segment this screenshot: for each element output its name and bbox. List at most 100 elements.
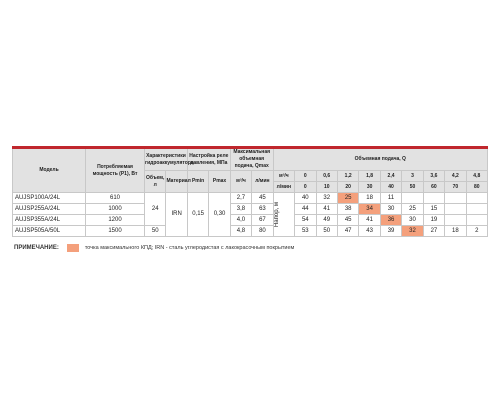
empty-cell	[401, 192, 424, 204]
volume: 50	[143, 225, 167, 237]
qmax-lmin: 80	[251, 225, 274, 237]
qmax-m3: 3,8	[229, 203, 253, 215]
flow-lmin: 40	[379, 181, 403, 193]
model: AUJSP255A/24L	[12, 203, 86, 215]
header-cell: Pmax	[208, 170, 231, 193]
flow-m3: 4,2	[444, 170, 467, 182]
flow-m3: 3,6	[422, 170, 446, 182]
flow-m3: 2,4	[379, 170, 403, 182]
pmin: 0,15	[186, 192, 210, 237]
empty-cell	[465, 192, 489, 204]
flow-m3: 1,8	[358, 170, 381, 182]
header-cell: Модель	[12, 147, 86, 193]
power: 1500	[85, 225, 145, 237]
flow-lmin: 30	[358, 181, 381, 193]
flow-m3: 3	[401, 170, 424, 182]
table-row: л/мин 0 10 20 30 40 50 60 70 80	[13, 181, 489, 193]
qmax-m3: 4,0	[229, 214, 253, 226]
model: AUJSP355A/24L	[12, 214, 86, 226]
head-value: 34	[358, 203, 381, 215]
head-value: 18	[358, 192, 381, 204]
table-row: Модель Потребляемая мощность (P1), Вт Хара…	[12, 147, 489, 193]
head-value: 40	[294, 192, 317, 204]
header-cell: м³/ч	[229, 170, 253, 193]
power: 1200	[85, 214, 145, 226]
table-row: AUJSP100A/24L 610 24 IRN 0,15 0,30 2,7 45 Напор,…	[12, 192, 489, 237]
head-value: 32	[401, 225, 424, 237]
pmax: 0,30	[208, 192, 231, 237]
flow-lmin: 10	[315, 181, 338, 193]
head-value: 41	[358, 214, 381, 226]
header-cell: Объем, л	[143, 170, 167, 193]
head-value: 49	[315, 214, 338, 226]
head-value: 19	[422, 214, 446, 226]
head-value: 43	[358, 225, 381, 237]
head-value: 27	[422, 225, 446, 237]
head-value: 54	[294, 214, 317, 226]
head-value: 36	[379, 214, 403, 226]
head-value: 45	[336, 214, 360, 226]
volume: 24	[143, 192, 167, 226]
head-value: 15	[422, 203, 446, 215]
material: IRN	[165, 192, 188, 237]
head-value: 25	[336, 192, 360, 204]
head-label-cell: Напор, м	[272, 192, 296, 237]
table-row: AUJSP505A/50L 1500 50 4,8 80 53 50 47 43 39 32 27 18…	[12, 225, 489, 237]
head-value: 50	[315, 225, 338, 237]
head-value: 32	[315, 192, 338, 204]
head-value: 41	[315, 203, 338, 215]
flow-lmin: 70	[444, 181, 467, 193]
flow-m3: 0	[294, 170, 317, 182]
flow-lmin: 80	[465, 181, 489, 193]
empty-cell	[444, 214, 467, 226]
qmax-m3: 4,8	[229, 225, 253, 237]
empty-cell	[465, 214, 489, 226]
table-row: AUJSP255A/24L 1000 3,8 63 44 41 38 34 30 25 15	[12, 203, 489, 215]
qmax-lmin: 67	[251, 214, 274, 226]
qmax-lmin: 45	[251, 192, 274, 204]
header-cell: Потребляемая мощность (P1), Вт	[85, 147, 145, 193]
empty-cell	[422, 192, 446, 204]
empty-cell	[444, 203, 467, 215]
model: AUJSP100A/24L	[12, 192, 86, 204]
table-row: AUJSP355A/24L 1200 4,0 67 54 49 45 41 36 30 19	[12, 214, 489, 226]
header-cell: Материал	[165, 170, 191, 193]
header-cell: л/мин	[251, 170, 274, 193]
flow-lmin: 0	[294, 181, 317, 193]
flow-m3: 4,8	[465, 170, 489, 182]
model: AUJSP505A/50L	[12, 225, 86, 237]
flow-m3: 1,2	[336, 170, 360, 182]
note: ПРИМЕЧАНИЕ: точка максимального КПД; IRN…	[14, 244, 294, 252]
flow-lmin: 50	[401, 181, 424, 193]
flow-lmin: 20	[336, 181, 360, 193]
header-cell: л/мин	[272, 181, 296, 193]
head-value: 39	[379, 225, 403, 237]
empty-cell	[465, 203, 489, 215]
header-cell: м³/ч	[272, 170, 296, 182]
qmax-lmin: 63	[251, 203, 274, 215]
power: 1000	[85, 203, 145, 215]
head-value: 2	[465, 225, 489, 237]
head-value: 53	[294, 225, 317, 237]
head-value: 25	[401, 203, 424, 215]
header-cell: Максимальная объемная подача, Qmax	[229, 147, 274, 171]
head-value: 44	[294, 203, 317, 215]
header-cell: Настройка реле давления, МПа	[186, 147, 231, 171]
note-text: точка максимального КПД; IRN - сталь угл…	[84, 245, 295, 251]
spec-table: Модель Потребляемая мощность (P1), Вт Хара…	[12, 146, 489, 237]
head-value: 30	[401, 214, 424, 226]
head-value: 18	[444, 225, 467, 237]
head-value: 30	[379, 203, 403, 215]
note-swatch	[66, 244, 79, 252]
header-cell: Характеристики гидроаккумулятора	[144, 147, 194, 171]
qmax-m3: 2,7	[229, 192, 253, 204]
head-label: Напор, м	[273, 201, 280, 228]
empty-cell	[444, 192, 467, 204]
flow-lmin: 60	[422, 181, 446, 193]
power: 610	[85, 192, 145, 204]
note-label: ПРИМЕЧАНИЕ:	[14, 245, 59, 251]
head-value: 47	[336, 225, 360, 237]
header-cell: Объемная подача, Q	[272, 147, 489, 171]
head-value: 38	[336, 203, 360, 215]
